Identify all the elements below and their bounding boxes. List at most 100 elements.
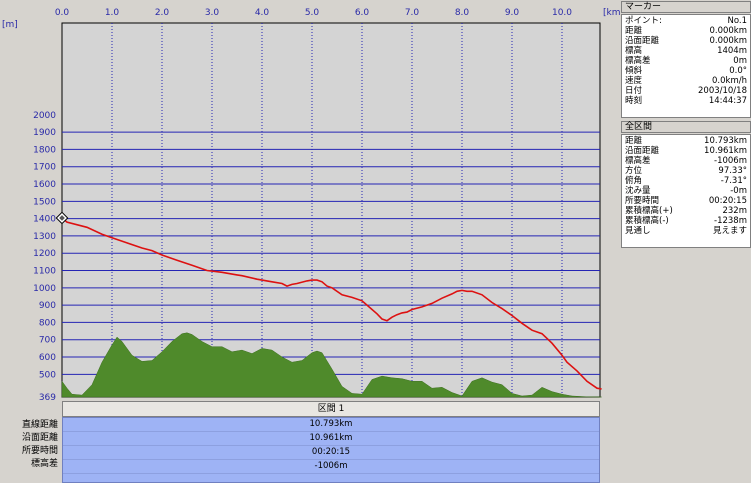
section-row-value: 10.961km <box>63 432 599 446</box>
terrain-section <box>61 332 602 398</box>
info-row: 標高 1404m <box>622 46 750 56</box>
info-value: -0m <box>730 186 747 196</box>
info-label: 累積標高(-) <box>625 216 669 226</box>
section-panel-title: 全区間 <box>621 121 751 133</box>
x-tick-label: 8.0 <box>455 8 470 18</box>
info-value: 10.961km <box>704 146 747 156</box>
profile-line <box>61 217 602 390</box>
y-tick-label: 1300 <box>33 232 56 242</box>
info-label: 沈み量 <box>625 186 651 196</box>
section-row-value: 10.793km <box>63 418 599 432</box>
x-tick-label: 9.0 <box>505 8 520 18</box>
info-row: 見通し 見えます <box>622 226 750 236</box>
info-value: -1238m <box>714 216 747 226</box>
y-tick-label: 369 <box>39 393 56 400</box>
y-tick-label: 1900 <box>33 128 56 138</box>
section-panel: 距離 10.793km 沿面距離 10.961km 標高差 -1006m 方位 97.33° 俯… <box>621 134 751 248</box>
y-tick-label: 800 <box>39 318 56 328</box>
section-table-body: 10.793km 10.961km 00:20:15 -1006m <box>62 417 600 483</box>
y-tick-label: 600 <box>39 353 56 363</box>
y-tick-label: 1200 <box>33 249 56 259</box>
info-label: 見通し <box>625 226 651 236</box>
info-label: 標高差 <box>625 156 651 166</box>
y-tick-label: 1500 <box>33 197 56 207</box>
info-value: 0m <box>733 56 747 66</box>
info-value: 0.0km/h <box>712 76 747 86</box>
info-value: 見えます <box>712 226 747 236</box>
marker-panel-title: マーカー <box>621 1 751 13</box>
terrain-area <box>61 332 602 398</box>
elevation-chart[interactable]: 0.0 1.0 2.0 3.0 4.0 5.0 6.0 7.0 8.0 9.0 10.0 2000 1… <box>0 0 621 400</box>
info-label: 傾斜 <box>625 66 643 76</box>
info-label: 沿面距離 <box>625 36 660 46</box>
info-row: 所要時間 00:20:15 <box>622 196 750 206</box>
info-value: 2003/10/18 <box>698 86 747 96</box>
info-label: 沿面距離 <box>625 146 660 156</box>
info-label: 距離 <box>625 26 643 36</box>
info-row: 標高差 0m <box>622 56 750 66</box>
x-tick-label: 3.0 <box>205 8 220 18</box>
y-axis-ticks: 2000 1900 1800 1700 1600 1500 1400 1300 1200 1100… <box>33 111 56 400</box>
elevation-profile <box>61 217 602 390</box>
y-tick-label: 2000 <box>33 111 56 121</box>
info-row: 日付 2003/10/18 <box>622 86 750 96</box>
info-row: 累積標高(-) -1238m <box>622 216 750 226</box>
position-marker-icon[interactable] <box>55 211 69 225</box>
y-unit-label: [m] <box>2 20 18 30</box>
x-tick-label: 7.0 <box>405 8 420 18</box>
x-axis-ticks: 0.0 1.0 2.0 3.0 4.0 5.0 6.0 7.0 8.0 9.0 10.0 <box>55 8 572 18</box>
x-tick-label: 4.0 <box>255 8 270 18</box>
info-label: ポイント: <box>625 16 662 26</box>
y-tick-label: 900 <box>39 301 56 311</box>
x-tick-label: 6.0 <box>355 8 370 18</box>
info-value: 10.793km <box>704 136 747 146</box>
info-row: 累積標高(+) 232m <box>622 206 750 216</box>
y-tick-label: 1600 <box>33 180 56 190</box>
y-tick-label: 1400 <box>33 215 56 225</box>
section-table-labels: 直線距離 沿面距離 所要時間 標高差 <box>0 419 58 471</box>
info-label: 所要時間 <box>625 196 660 206</box>
y-tick-label: 1100 <box>33 267 56 277</box>
marker-panel: ポイント: No.1 距離 0.000km 沿面距離 0.000km 標高 1404m 標高差 0… <box>621 14 751 118</box>
section-row-label: 沿面距離 <box>21 433 58 443</box>
info-label: 時刻 <box>625 96 643 106</box>
info-value: 232m <box>722 206 747 216</box>
info-label: 標高差 <box>625 56 651 66</box>
y-tick-label: 500 <box>39 370 56 380</box>
info-value: 97.33° <box>718 166 747 176</box>
x-tick-label: 5.0 <box>305 8 320 18</box>
section-row-label: 標高差 <box>30 459 58 469</box>
x-unit-label: [km] <box>603 8 621 18</box>
section-row-label: 直線距離 <box>21 420 58 430</box>
info-value: -7.31° <box>720 176 747 186</box>
info-row: 標高差 -1006m <box>622 156 750 166</box>
info-value: 1404m <box>717 46 747 56</box>
info-value: No.1 <box>727 16 747 26</box>
info-row: 方位 97.33° <box>622 166 750 176</box>
plot-area[interactable] <box>61 22 601 398</box>
info-row: 速度 0.0km/h <box>622 76 750 86</box>
info-label: 方位 <box>625 166 643 176</box>
x-tick-label: 2.0 <box>155 8 170 18</box>
y-tick-label: 1700 <box>33 163 56 173</box>
info-label: 標高 <box>625 46 643 56</box>
y-tick-label: 1000 <box>33 284 56 294</box>
info-label: 日付 <box>625 86 643 96</box>
info-row: 沈み量 -0m <box>622 186 750 196</box>
info-label: 距離 <box>625 136 643 146</box>
x-tick-label: 1.0 <box>105 8 120 18</box>
info-value: 0.000km <box>709 36 747 46</box>
section-row-value: -1006m <box>63 460 599 474</box>
y-tick-label: 1800 <box>33 145 56 155</box>
info-value: 14:44:37 <box>708 96 747 106</box>
info-label: 俯角 <box>625 176 643 186</box>
info-value: -1006m <box>714 156 747 166</box>
info-label: 累積標高(+) <box>625 206 673 216</box>
info-row: ポイント: No.1 <box>622 16 750 26</box>
info-row: 傾斜 0.0° <box>622 66 750 76</box>
info-row: 距離 0.000km <box>622 26 750 36</box>
x-tick-label: 0.0 <box>55 8 70 18</box>
section-header-button[interactable]: 区間 1 <box>62 401 600 417</box>
info-value: 0.0° <box>729 66 747 76</box>
info-label: 速度 <box>625 76 643 86</box>
